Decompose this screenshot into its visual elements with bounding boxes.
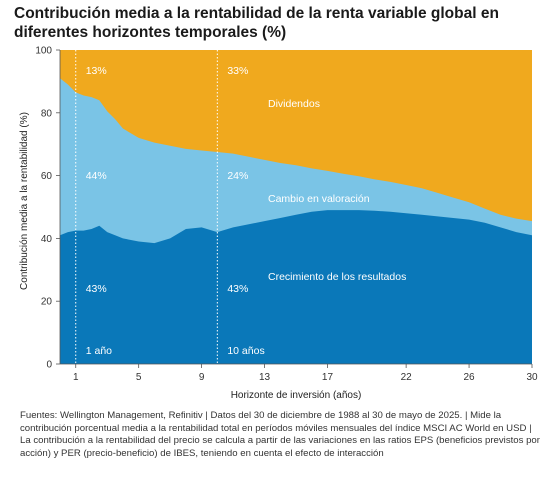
y-tick-label: 0 [46,360,52,371]
y-tick-label: 60 [41,171,53,182]
dividends-series-label: Dividendos [268,98,320,110]
x-tick-label: 30 [526,372,538,383]
horizon-label-2: 10 años [227,345,264,357]
earnings-series-label: Crecimiento de los resultados [268,271,406,283]
earnings-pct-1: 43% [86,283,107,295]
y-tick-label: 100 [35,46,52,57]
earnings-pct-2: 43% [227,283,248,295]
x-tick-label: 5 [136,372,142,383]
valuation-series-label: Cambio en valoración [268,193,370,205]
y-tick-label: 80 [41,108,53,119]
x-axis-title: Horizonte de inversión (años) [231,390,362,401]
valuation-pct-2: 24% [227,170,248,182]
y-tick-label: 20 [41,297,53,308]
earnings-area [60,210,532,364]
series-label-layer: Dividendos Cambio en valoración Crecimie… [268,98,406,283]
y-axis-title: Contribución media a la rentabilidad (%) [19,112,30,290]
x-tick-label: 26 [464,372,476,383]
x-tick-label: 9 [199,372,205,383]
y-tick-label: 40 [41,234,53,245]
valuation-pct-1: 44% [86,170,107,182]
horizon-label-1: 1 año [86,345,112,357]
x-tick-label: 17 [322,372,334,383]
marker-layer: 13% 44% 43% 1 año 33% 24% 43% 10 años [75,50,265,364]
stacked-area-chart: 13% 44% 43% 1 año 33% 24% 43% 10 años 0 20 40 60 80… [19,46,538,402]
dividends-pct-2: 33% [227,65,248,77]
dividends-pct-1: 13% [86,65,107,77]
area-layer [60,50,532,365]
axes-layer: 0 20 40 60 80 100 1 5 9 13 17 22 26 30 [35,46,538,384]
x-tick-label: 1 [73,372,79,383]
footnote: Fuentes: Wellington Management, Refiniti… [20,410,540,459]
x-tick-label: 13 [259,372,271,383]
chart-title: Contribución media a la rentabilidad de … [14,5,499,41]
x-tick-label: 22 [401,372,413,383]
